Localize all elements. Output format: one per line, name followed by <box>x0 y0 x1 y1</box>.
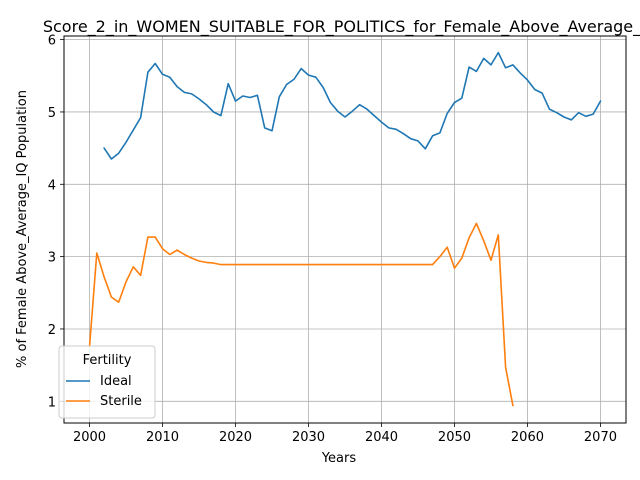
y-tick-label: 2 <box>48 323 56 338</box>
x-tick-label: 2020 <box>219 430 252 445</box>
chart-title: Score_2_in_WOMEN_SUITABLE_FOR_POLITICS_f… <box>43 17 640 37</box>
axis-ticks: 2000 2010 2020 2030 2040 2050 2060 2070 1 2 3 4 5 6 <box>48 34 617 445</box>
y-tick-label: 3 <box>48 251 56 266</box>
plot-area-frame <box>63 35 627 424</box>
x-tick-label: 2060 <box>511 430 544 445</box>
x-tick-label: 2070 <box>584 430 617 445</box>
y-tick-label: 6 <box>48 34 56 49</box>
legend-label-ideal: Ideal <box>100 374 132 389</box>
y-tick-label: 1 <box>48 395 56 410</box>
x-axis-label: Years <box>321 451 357 466</box>
y-axis-label: % of Female Above_Average_IQ Population <box>15 90 30 368</box>
series-line-ideal <box>103 51 602 160</box>
series-layer <box>88 51 602 407</box>
y-tick-label: 4 <box>48 178 56 193</box>
x-tick-label: 2030 <box>292 430 325 445</box>
legend-title: Fertility <box>83 353 132 368</box>
x-tick-label: 2010 <box>146 430 179 445</box>
legend-box <box>58 345 156 419</box>
legend-label-sterile: Sterile <box>100 394 142 409</box>
x-tick-label: 2000 <box>73 430 106 445</box>
y-tick-label: 5 <box>48 106 56 121</box>
x-tick-label: 2050 <box>438 430 471 445</box>
legend: Fertility Ideal Sterile <box>58 345 156 419</box>
series-line-sterile <box>88 222 514 407</box>
x-tick-label: 2040 <box>365 430 398 445</box>
